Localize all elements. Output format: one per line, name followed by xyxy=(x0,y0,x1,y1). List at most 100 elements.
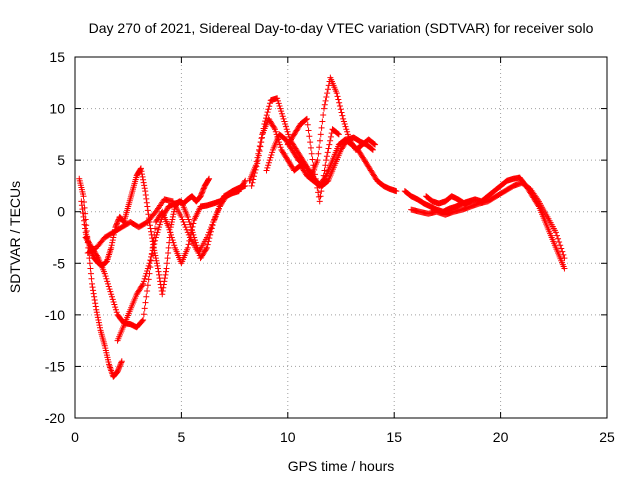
data-point xyxy=(557,242,564,249)
data-point xyxy=(323,153,330,160)
data-point xyxy=(344,128,351,135)
series-track-e xyxy=(114,182,249,344)
data-point xyxy=(199,189,206,196)
data-point xyxy=(163,265,170,272)
data-point xyxy=(183,226,190,233)
data-point xyxy=(318,124,325,131)
data-point xyxy=(149,247,156,254)
data-point xyxy=(282,121,289,128)
data-point xyxy=(315,189,322,196)
data-point xyxy=(145,276,152,283)
data-point xyxy=(314,157,321,164)
x-tick-label: 5 xyxy=(178,429,186,445)
data-point xyxy=(334,93,341,100)
data-point xyxy=(152,225,159,232)
data-point xyxy=(206,175,213,182)
data-point xyxy=(259,130,266,137)
data-point xyxy=(148,250,155,257)
data-point xyxy=(91,293,98,300)
data-point xyxy=(168,221,175,228)
data-point xyxy=(178,213,185,220)
data-point xyxy=(316,137,323,144)
data-point xyxy=(110,298,117,305)
data-point xyxy=(155,226,162,233)
data-point xyxy=(393,188,400,195)
data-point xyxy=(256,146,263,153)
data-point xyxy=(141,182,148,189)
data-point xyxy=(115,366,122,373)
data-point xyxy=(272,128,279,135)
series-track-a xyxy=(76,175,125,380)
data-point xyxy=(142,273,149,280)
data-point xyxy=(199,188,206,195)
data-point xyxy=(152,252,159,259)
data-point xyxy=(335,131,342,138)
data-point xyxy=(204,241,211,248)
data-point xyxy=(274,95,281,102)
data-point xyxy=(194,244,201,251)
series-track-k xyxy=(408,179,568,262)
data-point xyxy=(153,260,160,267)
data-point xyxy=(148,253,155,260)
data-point xyxy=(185,216,192,223)
data-point xyxy=(208,225,215,232)
data-point xyxy=(207,228,214,235)
data-point xyxy=(110,234,117,241)
data-point xyxy=(109,239,116,246)
data-point xyxy=(280,115,287,122)
data-point xyxy=(145,262,152,269)
data-point xyxy=(261,121,268,128)
y-tick-label: -5 xyxy=(53,255,66,271)
data-point xyxy=(108,242,115,249)
data-point xyxy=(558,245,565,252)
data-point xyxy=(140,176,147,183)
data-point xyxy=(115,367,122,374)
data-point xyxy=(267,154,274,161)
series-track-l xyxy=(423,193,474,207)
data-point xyxy=(107,288,114,295)
data-point xyxy=(156,224,163,231)
data-point xyxy=(319,177,326,184)
data-point xyxy=(310,162,317,169)
data-point xyxy=(340,118,347,125)
y-tick-label: -20 xyxy=(45,410,65,426)
data-point xyxy=(197,193,204,200)
data-point xyxy=(170,211,177,218)
data-point xyxy=(165,224,172,231)
y-tick-label: 5 xyxy=(57,152,65,168)
data-point xyxy=(369,146,376,153)
y-tick-label: 0 xyxy=(57,204,65,220)
data-point xyxy=(341,121,348,128)
data-point xyxy=(87,265,94,272)
data-point xyxy=(148,228,155,235)
data-point xyxy=(279,113,286,120)
data-point xyxy=(264,164,271,171)
data-point xyxy=(169,216,176,223)
data-point xyxy=(560,251,567,258)
data-point xyxy=(109,296,116,303)
data-point xyxy=(117,362,124,369)
data-point xyxy=(283,126,290,133)
data-point xyxy=(170,239,177,246)
data-point xyxy=(156,221,163,228)
data-point xyxy=(316,144,323,151)
data-points xyxy=(76,74,568,380)
data-point xyxy=(324,90,331,97)
data-point xyxy=(138,168,145,175)
data-point xyxy=(249,179,256,186)
data-point xyxy=(276,141,283,148)
data-point xyxy=(307,144,314,151)
data-point xyxy=(320,105,327,112)
data-point xyxy=(92,300,99,307)
data-point xyxy=(140,179,147,186)
data-point xyxy=(144,203,151,210)
data-point xyxy=(303,116,310,123)
data-point xyxy=(149,235,156,242)
data-point xyxy=(256,142,263,149)
data-point xyxy=(207,231,214,238)
data-point xyxy=(168,234,175,241)
data-point xyxy=(139,173,146,180)
data-point xyxy=(321,167,328,174)
data-point xyxy=(169,237,176,244)
data-point xyxy=(467,198,474,205)
